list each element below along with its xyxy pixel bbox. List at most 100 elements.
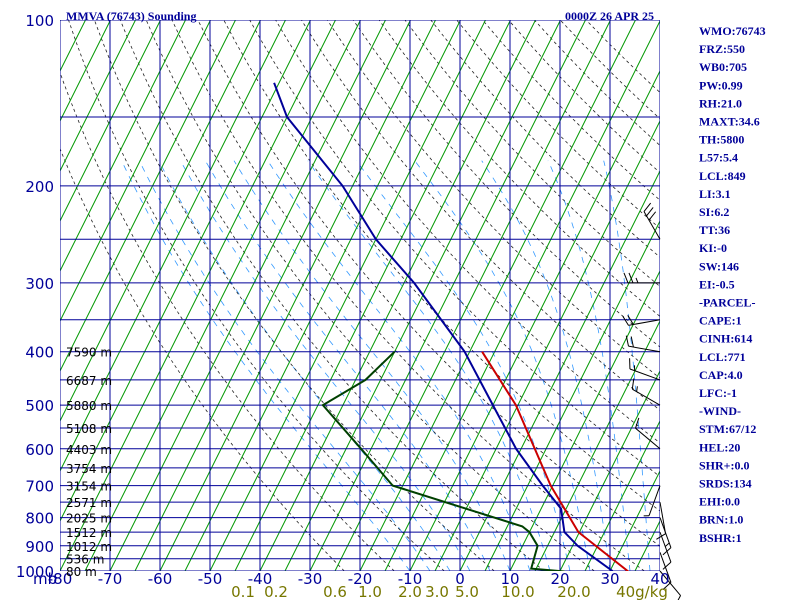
pressure-tick-label: 100 xyxy=(25,12,54,30)
barb-shaft xyxy=(632,388,661,406)
moist-adiabat-line xyxy=(204,160,491,571)
barb-flag xyxy=(630,336,634,348)
wind-barbs xyxy=(622,202,682,600)
wind-barb xyxy=(656,502,667,540)
index-item: FRZ:550 xyxy=(699,42,745,56)
barb-flag xyxy=(622,315,629,326)
height-label: 3154 m xyxy=(66,480,112,494)
pressure-tick-label: 400 xyxy=(25,344,54,362)
index-item: PW:0.99 xyxy=(699,78,743,92)
barb-flag xyxy=(648,211,657,221)
temperature-tick-label: -70 xyxy=(98,570,123,588)
mixing-ratio-label: 2.0 xyxy=(398,583,422,600)
barb-flag xyxy=(656,533,666,540)
temperature-tick-label: 0 xyxy=(455,570,465,588)
isotherm-lines xyxy=(60,20,660,571)
barb-shaft xyxy=(635,427,661,450)
barb-shaft xyxy=(628,319,661,326)
barb-half-flag xyxy=(664,542,670,547)
isotherm-line xyxy=(234,20,511,571)
index-item: WB0:705 xyxy=(699,60,747,74)
barb-flag xyxy=(631,378,635,390)
index-item: KI:-0 xyxy=(699,241,727,255)
dry-adiabat-line xyxy=(145,20,595,571)
moist-adiabat-line xyxy=(180,160,471,571)
mixing-ratio-label: 5.0 xyxy=(455,583,479,600)
index-item: BRN:1.0 xyxy=(699,513,743,527)
isotherm-line xyxy=(584,419,660,571)
isotherm-line xyxy=(434,119,660,571)
isotherm-line xyxy=(259,20,536,571)
index-item: SHR+:0.0 xyxy=(699,458,750,472)
barb-flag xyxy=(625,335,629,347)
index-item: EI:-0.5 xyxy=(699,277,735,291)
dry-adiabat-line xyxy=(68,20,445,571)
pressure-tick-label: 900 xyxy=(25,538,54,556)
pressure-tick-label: 700 xyxy=(25,478,54,496)
wind-barb xyxy=(631,378,661,406)
barb-flag xyxy=(628,272,634,284)
isotherm-line xyxy=(459,169,660,571)
height-label: 4403 m xyxy=(66,443,112,457)
pressure-tick-label: 800 xyxy=(25,510,54,528)
moist-adiabat-line xyxy=(158,160,451,571)
barb-flag xyxy=(646,207,654,217)
mixing-ratio-label: 40g/kg xyxy=(616,583,668,600)
isobar-lines xyxy=(60,20,660,571)
barb-shaft xyxy=(659,531,672,563)
mixing-ratio-label: 10.0 xyxy=(501,583,534,600)
station-title: MMVA (76743) Sounding xyxy=(66,9,196,23)
index-item: SW:146 xyxy=(699,259,739,273)
isotherm-line xyxy=(559,369,660,571)
height-label: 2025 m xyxy=(66,512,112,526)
height-label: 5108 m xyxy=(66,422,112,436)
isotherm-line xyxy=(534,319,660,571)
wind-barb xyxy=(625,335,661,353)
index-item: CAPE:1 xyxy=(699,314,742,328)
barb-shaft xyxy=(643,211,661,240)
index-item: TH:5800 xyxy=(699,133,744,147)
temperature-tick-label: -20 xyxy=(348,570,373,588)
isotherm-line xyxy=(609,469,660,571)
pressure-unit-label: mb xyxy=(33,570,57,588)
barb-half-flag xyxy=(636,386,638,392)
barb-shaft xyxy=(659,502,667,534)
barb-flag xyxy=(662,547,672,556)
barb-flag xyxy=(643,202,652,212)
dry-adiabat-line xyxy=(559,20,660,120)
mixing-ratio-label: 20.0 xyxy=(557,583,590,600)
pressure-tick-label: 600 xyxy=(25,441,54,459)
temperature-tick-label: 10 xyxy=(500,570,519,588)
isotherm-line xyxy=(309,20,586,571)
isotherm-line xyxy=(60,20,161,223)
isotherm-line xyxy=(60,20,311,523)
index-item: STM:67/12 xyxy=(699,422,756,436)
temperature-tick-label: -60 xyxy=(148,570,173,588)
moist-adiabat-line xyxy=(233,160,511,571)
index-item: EHI:0.0 xyxy=(699,495,740,509)
index-item: MAXT:34.6 xyxy=(699,115,760,129)
barb-shaft xyxy=(628,345,661,353)
parcel-line xyxy=(273,82,614,571)
height-label: 80 m xyxy=(66,565,97,579)
temperature-tick-label: 30 xyxy=(600,570,619,588)
pressure-tick-label: 200 xyxy=(25,178,54,196)
isotherm-line xyxy=(60,20,261,423)
index-item: BSHR:1 xyxy=(699,531,742,545)
temperature-tick-label: -80 xyxy=(48,570,73,588)
index-list: WMO:76743 FRZ:550 WB0:705 PW:0.99 RH:21.0 MAX… xyxy=(699,24,766,545)
barb-flag xyxy=(677,595,682,600)
moist-adiabat-lines xyxy=(121,160,651,571)
isotherm-line xyxy=(484,219,660,571)
index-item: LI:3.1 xyxy=(699,187,731,201)
mixing-ratio-label: 1.0 xyxy=(358,583,382,600)
temperature-line xyxy=(481,351,629,571)
isotherm-line xyxy=(334,20,611,571)
barb-flag xyxy=(662,582,672,590)
mixing-ratio-label: 3.0 xyxy=(425,583,449,600)
dry-adiabat-lines xyxy=(60,20,660,571)
moist-adiabat-line xyxy=(121,160,411,571)
sounding-profiles xyxy=(273,82,629,571)
height-label: 5880 m xyxy=(66,399,112,413)
